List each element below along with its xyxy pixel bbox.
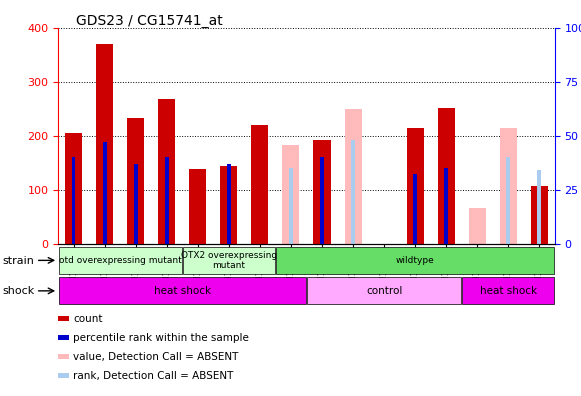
Bar <box>96 44 113 244</box>
Bar <box>314 140 331 244</box>
Bar <box>59 278 306 304</box>
Text: OTX2 overexpressing
mutant: OTX2 overexpressing mutant <box>181 251 277 270</box>
Bar <box>507 157 510 244</box>
Text: percentile rank within the sample: percentile rank within the sample <box>73 333 249 343</box>
Bar <box>165 157 168 244</box>
Bar <box>134 164 138 244</box>
Bar <box>537 170 541 244</box>
Bar <box>345 109 361 244</box>
Bar <box>500 128 517 244</box>
Bar <box>59 247 182 274</box>
Bar <box>220 166 238 244</box>
Text: heat shock: heat shock <box>154 286 211 296</box>
Bar <box>531 186 548 244</box>
Bar <box>407 128 424 244</box>
Bar <box>65 133 82 244</box>
Text: heat shock: heat shock <box>480 286 537 296</box>
Text: wildtype: wildtype <box>396 256 435 265</box>
Bar <box>227 164 231 244</box>
Text: GDS23 / CG15741_at: GDS23 / CG15741_at <box>76 14 223 28</box>
Text: otd overexpressing mutant: otd overexpressing mutant <box>59 256 182 265</box>
Bar <box>320 157 324 244</box>
Bar <box>103 142 106 244</box>
Bar <box>72 157 76 244</box>
Bar <box>351 140 355 244</box>
Bar <box>469 208 486 244</box>
Bar <box>413 175 417 244</box>
Bar <box>252 125 268 244</box>
Text: count: count <box>73 314 103 324</box>
Text: value, Detection Call = ABSENT: value, Detection Call = ABSENT <box>73 352 239 362</box>
Bar <box>189 169 206 244</box>
Bar <box>276 247 554 274</box>
Bar <box>127 118 144 244</box>
Bar <box>158 99 175 244</box>
Text: shock: shock <box>3 286 35 296</box>
Bar <box>462 278 554 304</box>
Text: strain: strain <box>3 255 35 266</box>
Bar <box>444 168 448 244</box>
Bar <box>183 247 275 274</box>
Bar <box>289 168 293 244</box>
Text: rank, Detection Call = ABSENT: rank, Detection Call = ABSENT <box>73 371 234 381</box>
Bar <box>282 145 299 244</box>
Bar <box>437 108 455 244</box>
Text: control: control <box>366 286 402 296</box>
Bar <box>307 278 461 304</box>
